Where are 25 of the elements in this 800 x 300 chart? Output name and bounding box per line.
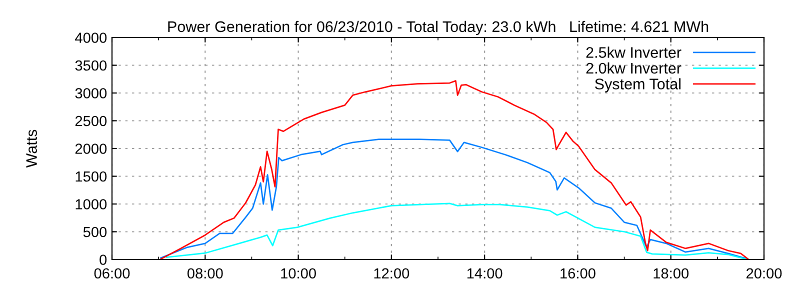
y-tick-label: 2000 [75,144,107,154]
x-tick-label: 18:00 [654,268,689,279]
y-tick-label: 500 [83,226,107,238]
y-tick-label: 1000 [76,199,107,210]
chart-title: Power Generation for 06/23/2010 - Total Today: 23.0 kWh Lifetime: 4.621 MWh [168,20,708,36]
x-tick-label: 08:00 [187,268,223,279]
y-tick-label: 2500 [75,116,107,126]
legend-label: 2.5kw Inverter [586,46,682,58]
y-tick-label: 4000 [75,32,107,43]
x-tick-label: 14:00 [467,268,502,279]
legend-label: System Total [595,78,680,92]
x-tick-label: 06:00 [94,268,130,279]
x-tick-label: 12:00 [374,268,410,279]
line-series [159,80,750,260]
y-tick-label: 3500 [75,60,107,71]
legend-label: 2.0kw Inverter [586,62,682,74]
y-tick-label: 3000 [75,88,107,98]
y-axis-title: Watts [26,130,37,168]
x-tick-label: 10:00 [281,268,316,279]
y-tick-label: 1500 [76,171,107,182]
y-tick-label: 0 [100,254,107,265]
line-series [166,202,748,260]
line-series [160,138,746,260]
x-tick-label: 16:00 [560,268,596,279]
x-tick-label: 20:00 [746,268,782,279]
